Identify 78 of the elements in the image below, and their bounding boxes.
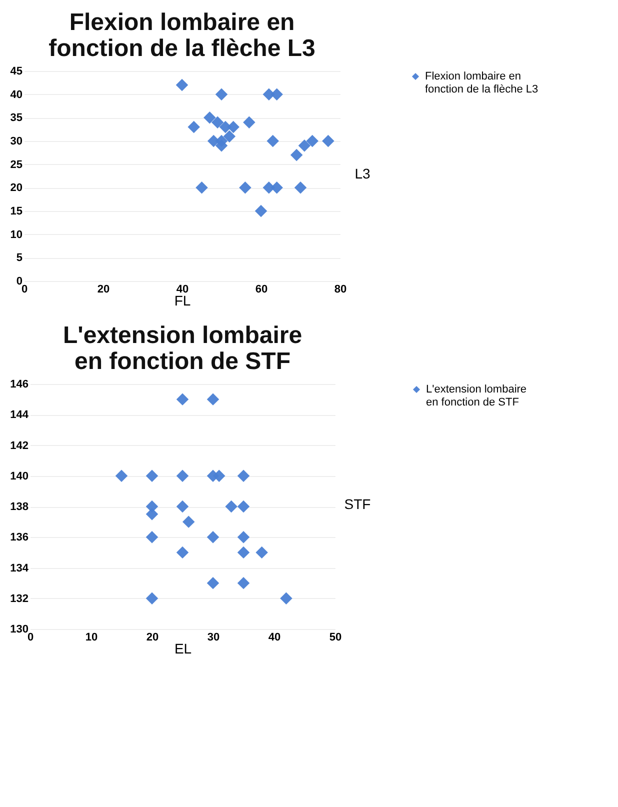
x-axis-title: FL bbox=[174, 292, 191, 308]
point bbox=[206, 531, 220, 544]
point bbox=[256, 546, 268, 559]
point bbox=[176, 546, 189, 559]
chart-title: Flexion lombaire en fonction de la flèche L3 bbox=[48, 9, 316, 62]
y-tick-label: 142 bbox=[10, 440, 28, 452]
point bbox=[270, 182, 283, 194]
y-tick-label: 25 bbox=[10, 158, 22, 171]
y-tick-label: 40 bbox=[10, 88, 22, 101]
point bbox=[227, 120, 240, 134]
x-tick-label: 20 bbox=[97, 284, 110, 296]
x-axis-title: EL bbox=[174, 640, 192, 656]
x-tick-label: 40 bbox=[176, 284, 189, 296]
point bbox=[211, 116, 224, 128]
point bbox=[176, 500, 189, 513]
point bbox=[215, 88, 228, 100]
x-tick-label: 30 bbox=[207, 632, 220, 644]
y-tick-label: 132 bbox=[10, 592, 28, 605]
y-axis-title: L3 bbox=[354, 166, 370, 182]
point bbox=[254, 204, 268, 218]
point bbox=[239, 182, 252, 194]
y-tick-label: 20 bbox=[10, 182, 22, 194]
point bbox=[270, 88, 283, 100]
point bbox=[237, 500, 250, 513]
x-tick-label: 80 bbox=[334, 284, 347, 296]
point bbox=[176, 393, 189, 406]
point bbox=[294, 182, 307, 194]
point bbox=[176, 78, 188, 92]
point bbox=[322, 134, 334, 148]
y-axis-title: STF bbox=[344, 496, 371, 512]
point bbox=[280, 592, 292, 604]
point bbox=[146, 508, 158, 520]
point bbox=[196, 182, 208, 194]
x-tick-label: 10 bbox=[85, 632, 98, 644]
y-tick-label: 140 bbox=[10, 470, 28, 482]
chart-title: L'extension lombaire en fonction de STF bbox=[62, 322, 302, 375]
point bbox=[215, 140, 228, 152]
point bbox=[206, 576, 220, 590]
legend-label: Flexion lombaire en fonction de la flèche L3 bbox=[425, 70, 538, 96]
point bbox=[146, 531, 158, 544]
point bbox=[237, 576, 250, 590]
point bbox=[225, 500, 238, 513]
x-tick-label: 60 bbox=[255, 284, 268, 296]
y-tick-label: 0 bbox=[16, 276, 22, 288]
point bbox=[146, 592, 158, 604]
y-tick-label: 5 bbox=[16, 252, 22, 264]
x-tick-label: 20 bbox=[146, 632, 159, 644]
y-tick-label: 10 bbox=[10, 228, 22, 241]
point bbox=[188, 120, 200, 134]
y-tick-label: 146 bbox=[10, 378, 28, 390]
x-tick-label: 50 bbox=[329, 632, 342, 644]
point bbox=[290, 148, 303, 162]
y-tick-label: 130 bbox=[10, 624, 28, 636]
point bbox=[206, 393, 220, 406]
y-tick-label: 45 bbox=[10, 66, 22, 78]
point bbox=[204, 112, 216, 124]
point bbox=[306, 134, 318, 148]
point bbox=[298, 140, 311, 152]
point bbox=[115, 470, 128, 482]
y-tick-label: 138 bbox=[10, 501, 28, 513]
point bbox=[182, 516, 195, 528]
y-tick-label: 30 bbox=[10, 136, 22, 148]
y-tick-label: 136 bbox=[10, 532, 28, 544]
x-tick-label: 40 bbox=[268, 632, 281, 644]
legend-label: L'extension lombaire en fonction de STF bbox=[426, 384, 527, 408]
point bbox=[212, 470, 226, 482]
point bbox=[223, 130, 236, 142]
y-tick-label: 134 bbox=[10, 562, 30, 574]
point bbox=[146, 470, 158, 482]
point bbox=[266, 134, 279, 148]
point bbox=[243, 116, 256, 128]
y-tick-label: 15 bbox=[10, 206, 22, 218]
y-tick-label: 35 bbox=[10, 112, 22, 124]
y-tick-label: 144 bbox=[10, 409, 30, 422]
point bbox=[237, 470, 250, 482]
point bbox=[176, 470, 189, 482]
point bbox=[237, 546, 250, 559]
point bbox=[237, 531, 250, 544]
